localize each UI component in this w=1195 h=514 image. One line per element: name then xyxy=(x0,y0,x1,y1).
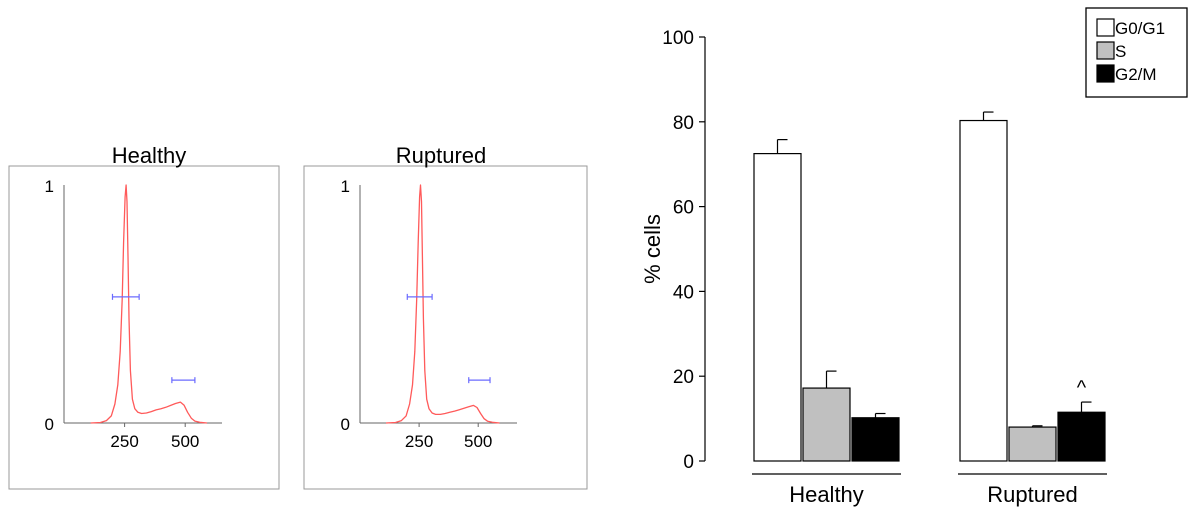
bar-y-axis-label: % cells xyxy=(640,214,665,284)
histogram-title: Ruptured xyxy=(396,143,487,168)
bar-ruptured-s xyxy=(1008,426,1057,462)
bar-y-tick-label: 40 xyxy=(673,282,694,303)
histogram-y-tick-label: 0 xyxy=(341,415,350,434)
histogram-x-tick-label: 500 xyxy=(171,432,199,451)
histogram-y-tick-label: 1 xyxy=(45,177,54,196)
category-label: Ruptured xyxy=(987,482,1078,507)
histogram-y-tick-label: 0 xyxy=(45,415,54,434)
category-label: Healthy xyxy=(789,482,864,507)
histogram-x-tick-label: 250 xyxy=(110,432,138,451)
histogram-panel-1: Healthy 0 1 250 500 xyxy=(8,143,280,490)
bar-healthy-g2m xyxy=(851,417,900,462)
bar-ruptured-g2m xyxy=(1057,411,1106,462)
legend-swatch xyxy=(1096,18,1115,37)
legend-swatch xyxy=(1096,64,1115,83)
bar-ruptured-g0g1 xyxy=(959,119,1008,462)
bar-healthy-g0g1 xyxy=(753,153,802,462)
legend-label: S xyxy=(1115,42,1126,61)
histogram-title: Healthy xyxy=(112,143,187,168)
histogram-y-tick-label: 1 xyxy=(341,177,350,196)
histogram-x-tick-label: 500 xyxy=(464,432,492,451)
legend-label: G2/M xyxy=(1115,65,1157,84)
healthy-histogram-frame xyxy=(8,165,280,490)
bar-y-tick-label: 80 xyxy=(673,113,694,134)
legend-label: G0/G1 xyxy=(1115,19,1165,38)
bar-y-tick-label: 0 xyxy=(683,452,694,473)
legend-swatch xyxy=(1096,41,1115,60)
histogram-curve xyxy=(90,184,208,424)
bar-healthy-s xyxy=(802,387,851,462)
histogram-curve xyxy=(385,184,500,424)
histogram-panel-2: Ruptured 0 1 250 500 xyxy=(303,143,588,490)
bar-chart: 0 20 40 60 80 100 % cells Healthy Ruptured ^ xyxy=(640,28,1107,507)
bar-y-tick-label: 60 xyxy=(673,198,694,219)
histogram-x-tick-label: 250 xyxy=(405,432,433,451)
ruptured-histogram-frame xyxy=(303,165,588,490)
significance-annotation: ^ xyxy=(1077,377,1087,399)
bar-legend: G0/G1 S G2/M xyxy=(1085,7,1188,98)
bar-y-tick-label: 100 xyxy=(662,28,694,49)
bar-y-tick-label: 20 xyxy=(673,367,694,388)
